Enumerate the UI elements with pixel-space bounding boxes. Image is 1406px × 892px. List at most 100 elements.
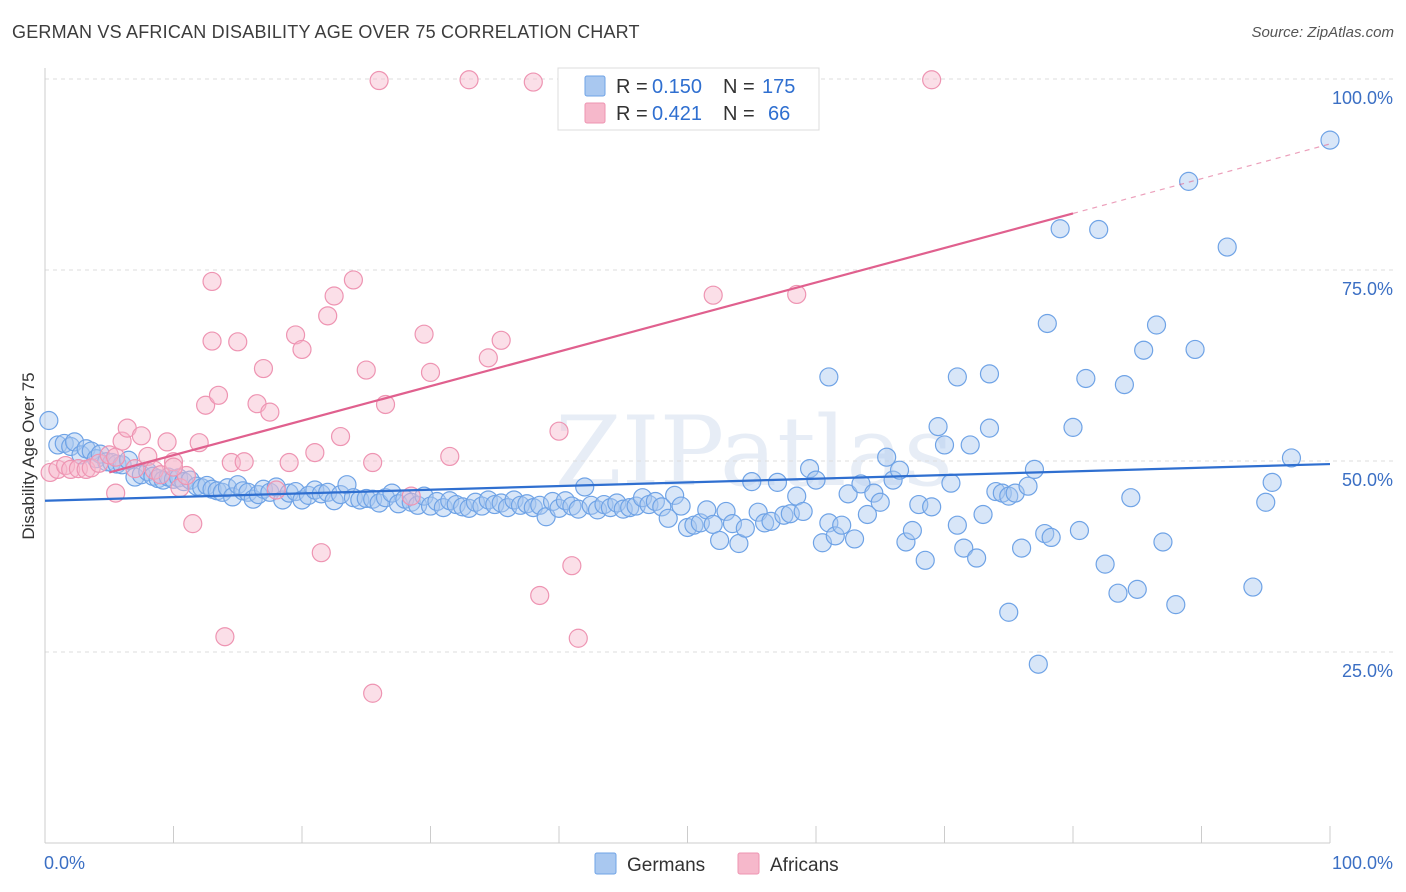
african-point-45	[369, 70, 389, 91]
legend-n-label-africans: N =	[723, 103, 755, 125]
german-point-184	[1320, 130, 1340, 150]
german-point-57	[369, 493, 389, 513]
german-point-88	[568, 499, 588, 519]
y-tick-label-3: 100.0%	[1332, 88, 1393, 108]
stats-legend: R = 0.150 N = 175 R = 0.421 N = 66	[557, 67, 820, 131]
german-point-157	[1011, 538, 1032, 558]
african-point-29	[234, 452, 254, 472]
german-point-130	[838, 484, 858, 504]
german-point-147	[947, 515, 967, 535]
african-point-48	[414, 324, 434, 344]
african-point-31	[253, 358, 274, 379]
african-point-25	[208, 385, 229, 405]
african-point-59	[703, 285, 723, 305]
african-point-56	[549, 421, 569, 441]
german-point-186	[999, 602, 1019, 622]
chart-title: GERMAN VS AFRICAN DISABILITY AGE OVER 75…	[12, 22, 640, 42]
german-point-136	[877, 447, 897, 467]
legend-r-label-africans: R =	[616, 103, 648, 125]
german-point-138	[889, 460, 910, 480]
african-point-49	[420, 362, 441, 382]
series-africans	[40, 70, 942, 703]
german-point-124	[799, 459, 820, 479]
german-point-177	[1179, 171, 1199, 191]
african-point-61	[922, 70, 942, 90]
legend-label-germans: Germans	[627, 855, 705, 876]
german-point-175	[1153, 532, 1173, 552]
german-point-150	[967, 548, 987, 568]
german-point-182	[1262, 472, 1282, 492]
african-point-50	[440, 446, 460, 467]
african-point-3	[61, 459, 81, 480]
german-point-101	[652, 497, 672, 517]
african-point-32	[260, 402, 280, 422]
african-point-43	[356, 360, 376, 380]
german-point-89	[575, 477, 595, 497]
african-point-21	[183, 514, 203, 534]
german-point-153	[986, 481, 1006, 502]
african-point-53	[491, 330, 511, 350]
german-point-151	[973, 504, 993, 525]
african-point-54	[523, 72, 543, 92]
african-trend-line	[108, 212, 1074, 474]
african-point-26	[215, 627, 235, 647]
german-point-176	[1166, 595, 1186, 615]
african-point-44	[363, 452, 383, 473]
german-point-187	[947, 367, 967, 387]
german-point-114	[735, 518, 755, 538]
african-point-42	[343, 270, 363, 290]
german-point-164	[1063, 417, 1083, 437]
watermark: ZIPatlas	[555, 396, 953, 508]
german-point-166	[1076, 368, 1096, 389]
german-point-143	[922, 497, 942, 517]
source-note: Source: ZipAtlas.com	[1251, 24, 1394, 41]
german-point-129	[832, 515, 852, 535]
german-point-169	[1108, 583, 1128, 603]
african-point-13	[131, 426, 151, 446]
african-point-17	[157, 432, 177, 452]
y-axis-label: Disability Age Over 75	[19, 372, 38, 539]
german-point-180	[1243, 577, 1263, 597]
african-point-63	[202, 271, 222, 292]
trend-lines	[44, 143, 1331, 502]
legend-n-label-germans: N =	[723, 76, 755, 98]
german-point-139	[896, 532, 916, 552]
legend-swatch-africans-bottom	[737, 852, 760, 875]
african-point-40	[324, 286, 344, 306]
german-point-123	[793, 501, 813, 522]
african-point-47	[401, 486, 421, 506]
german-point-173	[1134, 340, 1154, 360]
german-point-168	[1095, 554, 1115, 574]
german-point-162	[1041, 527, 1061, 548]
african-point-9	[106, 447, 126, 467]
african-point-41	[330, 426, 351, 447]
african-point-34	[279, 452, 299, 473]
german-point-145	[934, 435, 955, 455]
german-point-102	[658, 508, 678, 528]
german-point-135	[870, 492, 890, 512]
legend-n-value-africans: 66	[768, 103, 790, 125]
german-point-172	[1127, 579, 1147, 599]
african-trend-extension	[1072, 143, 1331, 215]
african-point-65	[163, 457, 184, 477]
german-point-133	[857, 504, 878, 525]
german-point-0	[39, 410, 59, 431]
y-tick-label-0: 25.0%	[1342, 661, 1393, 681]
german-point-110	[710, 530, 730, 551]
german-point-96	[620, 498, 640, 518]
german-point-148	[954, 538, 974, 558]
legend-swatch-germans	[584, 75, 606, 97]
german-point-178	[1185, 339, 1205, 360]
y-tick-label-2: 75.0%	[1342, 279, 1393, 299]
german-point-174	[1146, 315, 1167, 335]
german-point-34	[228, 475, 248, 495]
german-point-188	[979, 364, 1000, 384]
african-point-55	[530, 585, 550, 606]
grid-lines	[45, 78, 1395, 653]
german-point-189	[1037, 313, 1057, 334]
legend-r-value-germans: 0.150	[652, 76, 702, 98]
german-point-170	[1114, 375, 1135, 395]
african-point-38	[311, 543, 331, 563]
legend-label-africans: Africans	[770, 855, 839, 876]
german-point-70	[453, 497, 473, 517]
